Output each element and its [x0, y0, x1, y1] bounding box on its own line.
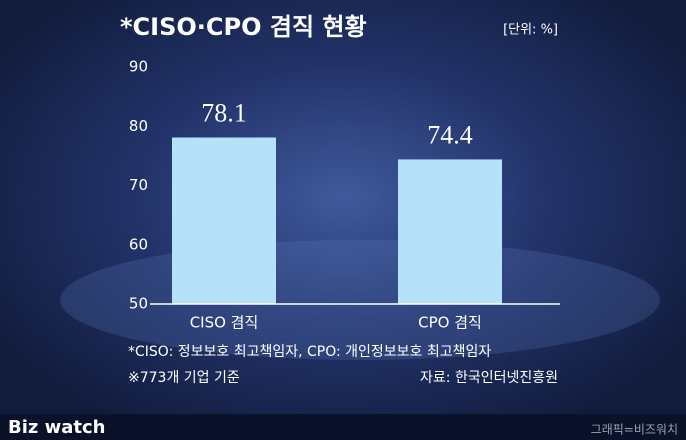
note: *CISO: 정보보호 최고책임자, CPO: 개인정보보호 최고책임자: [128, 344, 491, 360]
credit: 그래픽=비즈워치: [591, 423, 678, 437]
y-tick-label: 70: [129, 176, 148, 194]
bar: [398, 159, 502, 304]
y-tick-label: 80: [129, 117, 148, 135]
source: 자료: 한국인터넷진흥원: [420, 370, 558, 386]
x-tick-label: CPO 겸직: [418, 314, 482, 332]
chart-title: *CISO·CPO 겸직 현황: [120, 13, 367, 41]
y-tick-label: 60: [129, 235, 148, 253]
value-label: 74.4: [427, 120, 473, 149]
y-tick-label: 90: [129, 58, 148, 76]
bar: [172, 137, 276, 304]
unit-label: [단위: %]: [503, 23, 558, 38]
footer-bar: [0, 414, 686, 440]
x-tick-label: CISO 겸직: [190, 314, 259, 332]
logo: Biz watch: [8, 417, 106, 438]
y-tick-label: 50: [129, 295, 148, 313]
note: ※773개 기업 기준: [128, 370, 240, 386]
glow-decoration: [60, 240, 660, 360]
value-label: 78.1: [201, 98, 247, 127]
